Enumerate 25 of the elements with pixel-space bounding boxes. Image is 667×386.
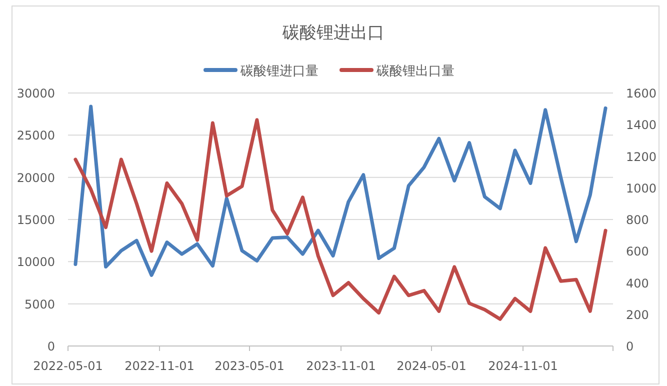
x-tick-label: 2024-05-01 (396, 359, 466, 373)
x-tick-label: 2022-11-01 (124, 359, 194, 373)
x-tick-label: 2024-11-01 (488, 359, 558, 373)
y2-tick-label: 200 (626, 308, 649, 322)
y-tick-label: 30000 (16, 86, 55, 100)
y-tick-label: 25000 (16, 128, 55, 143)
chart-title: 碳酸锂进出口 (282, 23, 384, 43)
y2-tick-label: 1200 (626, 150, 657, 164)
x-tick-label: 2023-11-01 (306, 359, 376, 373)
y2-tick-label: 1400 (626, 118, 657, 132)
y-tick-label: 0 (47, 340, 55, 354)
legend-label: 碳酸锂进口量 (240, 64, 318, 79)
y2-tick-label: 1600 (626, 86, 657, 100)
x-tick-label: 2022-05-01 (33, 359, 103, 373)
legend-label: 碳酸锂出口量 (376, 64, 454, 79)
x-tick-label: 2023-05-01 (214, 359, 284, 373)
y-tick-label: 10000 (16, 255, 55, 270)
y-tick-label: 20000 (16, 170, 55, 185)
y2-tick-label: 1000 (626, 181, 657, 196)
y2-tick-label: 600 (626, 244, 649, 259)
y-tick-label: 5000 (24, 297, 55, 312)
y-tick-label: 15000 (16, 213, 55, 227)
y2-tick-label: 400 (626, 276, 649, 290)
y2-tick-label: 800 (626, 213, 649, 227)
y2-tick-label: 0 (626, 340, 634, 354)
